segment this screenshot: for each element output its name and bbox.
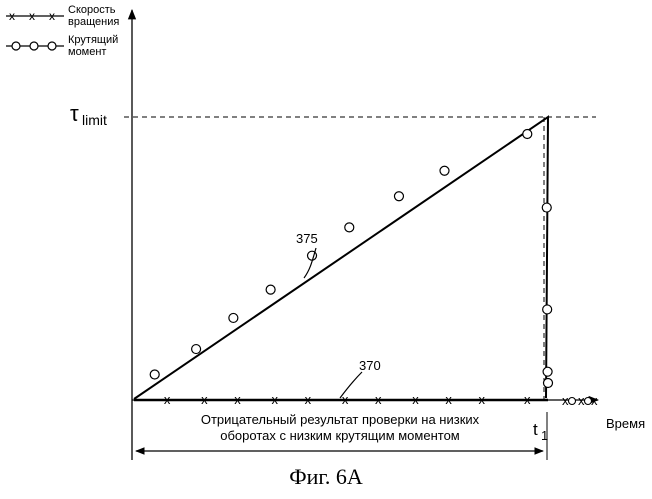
tau-symbol: τ [70,101,79,126]
legend: x x x Скорость вращения Крутящий момент [6,4,119,58]
torque-marker [544,379,553,388]
speed-marker: x [164,392,171,407]
legend-torque-label-2: момент [68,46,106,58]
ref-375: 375 [296,231,318,246]
torque-marker [229,313,238,322]
torque-marker [192,345,201,354]
speed-marker-post: x [591,393,598,408]
torque-marker [543,367,552,376]
torque-marker [150,370,159,379]
speed-marker-post: x [578,393,585,408]
speed-marker: x [305,392,312,407]
speed-marker-post: x [562,393,569,408]
figure-caption: Фиг. 6A [0,464,652,490]
speed-marker: x [524,392,531,407]
torque-marker [394,192,403,201]
legend-speed-marker: x [29,9,35,23]
torque-markers [150,129,552,387]
torque-marker [266,285,275,294]
speed-marker: x [375,392,382,407]
ref-370: 370 [359,358,381,373]
speed-marker: x [445,392,452,407]
speed-marker: x [412,392,419,407]
speed-marker: x [234,392,241,407]
speed-marker: x [479,392,486,407]
torque-marker [345,223,354,232]
torque-marker [542,203,551,212]
speed-marker: x [201,392,208,407]
legend-torque-marker [30,42,38,50]
torque-marker [543,305,552,314]
torque-marker [523,129,532,138]
legend-speed-label-1: Скорость [68,4,116,16]
t1-symbol: t [533,420,538,439]
torque-marker [440,166,449,175]
interval-text-1: Отрицательный результат проверки на низк… [201,412,480,427]
legend-speed-marker: x [49,9,55,23]
x-axis-label: Время [606,416,645,431]
legend-speed-label-2: вращения [68,16,119,28]
legend-speed-marker: x [9,9,15,23]
legend-torque-marker [48,42,56,50]
speed-marker: x [272,392,279,407]
leader-370 [340,372,362,398]
torque-marker-post [569,398,576,405]
torque-curve [134,117,548,399]
legend-torque-label-1: Крутящий [68,34,118,46]
tau-subscript: limit [82,112,107,128]
legend-torque-marker [12,42,20,50]
interval-text-2: оборотах с низким крутящим моментом [220,428,460,443]
